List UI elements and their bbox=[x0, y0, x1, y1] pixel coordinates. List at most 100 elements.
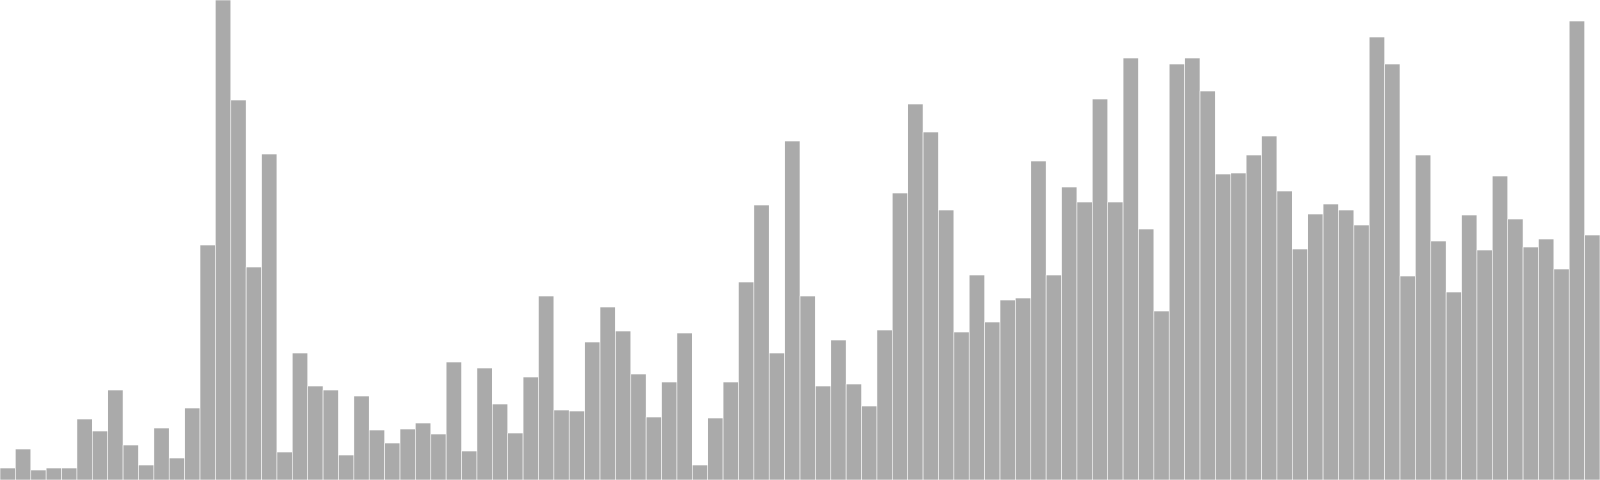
bar bbox=[1261, 135, 1278, 480]
bar bbox=[676, 332, 693, 480]
bar bbox=[292, 352, 308, 480]
bar bbox=[384, 442, 401, 480]
bar bbox=[507, 432, 524, 480]
bar bbox=[45, 467, 62, 480]
bar bbox=[1092, 98, 1108, 480]
bar bbox=[307, 385, 324, 480]
bar bbox=[999, 299, 1016, 480]
bar bbox=[830, 339, 847, 480]
bar bbox=[76, 418, 93, 480]
bar bbox=[1061, 186, 1078, 480]
bar bbox=[892, 192, 908, 480]
bar bbox=[1292, 248, 1308, 480]
bar bbox=[1353, 224, 1370, 480]
bar bbox=[861, 405, 878, 480]
bar bbox=[492, 403, 508, 480]
bar bbox=[1199, 90, 1216, 480]
bar bbox=[1276, 190, 1293, 480]
bar bbox=[1384, 63, 1401, 480]
bar bbox=[322, 389, 339, 480]
bar bbox=[1399, 275, 1416, 480]
bar bbox=[938, 209, 955, 480]
bar bbox=[230, 99, 247, 480]
bar bbox=[1076, 201, 1093, 480]
bar bbox=[907, 103, 924, 480]
bar bbox=[1215, 173, 1232, 480]
bar bbox=[1445, 291, 1462, 480]
bar bbox=[1568, 20, 1585, 480]
bar bbox=[1153, 310, 1170, 480]
bar bbox=[1538, 238, 1555, 480]
bar bbox=[661, 381, 678, 480]
bar bbox=[692, 464, 708, 480]
bar bbox=[168, 457, 185, 480]
bar bbox=[245, 266, 262, 480]
bar bbox=[399, 428, 416, 480]
bar bbox=[1492, 175, 1508, 480]
bar bbox=[430, 433, 447, 480]
bar bbox=[722, 381, 739, 480]
bar bbox=[1415, 154, 1432, 480]
bar bbox=[784, 140, 801, 480]
bar bbox=[1322, 203, 1339, 480]
bar bbox=[553, 409, 570, 480]
bar bbox=[1245, 154, 1262, 480]
bar bbox=[1045, 274, 1062, 480]
bar bbox=[1430, 240, 1447, 480]
bar bbox=[584, 341, 601, 480]
bar bbox=[753, 204, 770, 480]
bar bbox=[630, 373, 647, 480]
bar bbox=[368, 429, 385, 480]
bar bbox=[1368, 36, 1385, 480]
bar bbox=[922, 131, 939, 480]
bar bbox=[1168, 63, 1185, 480]
bar bbox=[276, 451, 293, 480]
bar bbox=[1507, 218, 1524, 480]
bar bbox=[445, 361, 462, 480]
bar bbox=[522, 376, 539, 480]
bar bbox=[138, 464, 155, 480]
bar bbox=[815, 385, 832, 480]
bar bbox=[261, 153, 278, 480]
bar bbox=[476, 367, 493, 480]
bar bbox=[615, 330, 632, 480]
bar bbox=[1230, 172, 1247, 480]
bar bbox=[1138, 228, 1155, 480]
bar bbox=[215, 0, 232, 480]
bar bbox=[1476, 249, 1493, 480]
bar bbox=[568, 410, 585, 480]
bar bbox=[415, 422, 432, 480]
bar bbox=[1553, 268, 1570, 480]
bar bbox=[968, 274, 985, 480]
bar bbox=[107, 389, 124, 480]
bar bbox=[599, 306, 616, 480]
bar bbox=[953, 331, 970, 480]
bar bbox=[461, 450, 478, 480]
bar bbox=[15, 448, 32, 480]
bar bbox=[1184, 57, 1201, 480]
bar bbox=[538, 295, 555, 480]
bar bbox=[184, 407, 201, 480]
bar bbox=[92, 430, 108, 480]
bar bbox=[1015, 297, 1032, 480]
bar bbox=[1122, 57, 1139, 480]
bar bbox=[876, 329, 893, 480]
bar bbox=[984, 321, 1001, 480]
bar bbox=[0, 467, 16, 480]
bar bbox=[768, 352, 785, 480]
bar bbox=[645, 416, 662, 480]
bar bbox=[338, 454, 355, 480]
bar bbox=[845, 383, 862, 480]
bar bbox=[1030, 160, 1047, 480]
bar bbox=[707, 417, 724, 480]
bar bbox=[1107, 201, 1124, 480]
bar bbox=[1338, 209, 1355, 480]
bar bbox=[799, 295, 816, 480]
bar bbox=[1461, 214, 1478, 480]
bar bbox=[1307, 213, 1324, 480]
bar bbox=[1584, 234, 1600, 480]
bar bbox=[153, 427, 170, 480]
